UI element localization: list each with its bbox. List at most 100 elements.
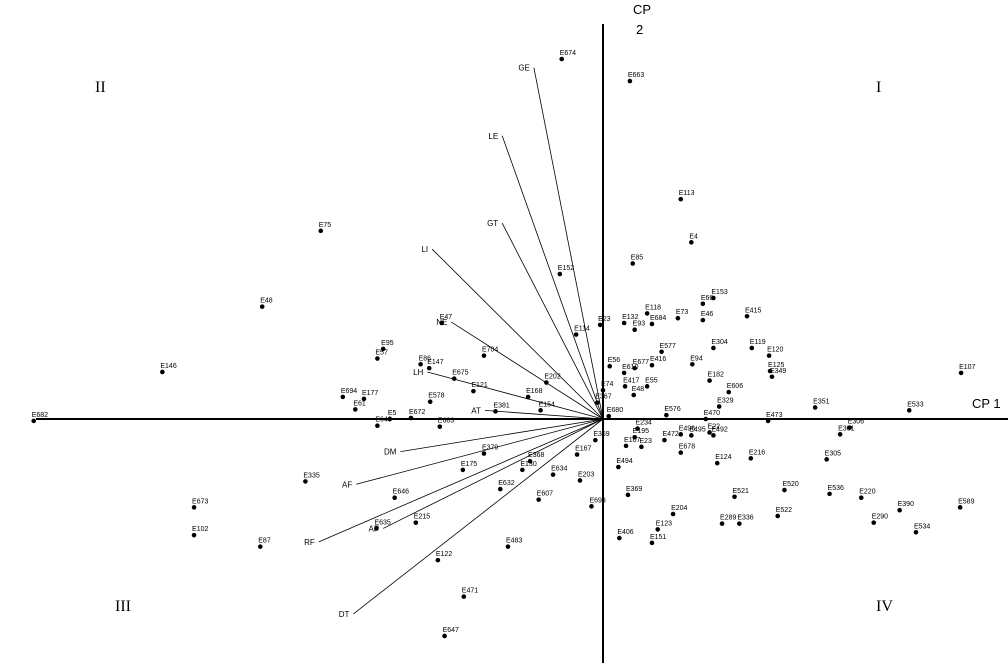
point-label-e47: E47 [440, 314, 453, 321]
point-label-e520: E520 [782, 481, 798, 488]
point-e368 [527, 458, 533, 464]
point-label-e56: E56 [608, 357, 621, 364]
point-label-e634: E634 [551, 466, 567, 473]
point-e220 [858, 495, 864, 501]
point-e94 [689, 361, 695, 367]
point-label-e234: E234 [636, 420, 652, 427]
point-e86 [418, 361, 423, 367]
point-label-e86: E86 [419, 355, 432, 362]
point-e167 [574, 452, 580, 457]
point-label-e66: E66 [701, 295, 714, 302]
point-label-e85: E85 [631, 254, 644, 261]
point-e381 [493, 409, 498, 414]
point-e289 [719, 521, 725, 526]
point-label-e495: E495 [689, 426, 705, 433]
point-label-e57: E57 [375, 350, 388, 357]
point-label-e704: E704 [482, 347, 498, 354]
point-label-e335: E335 [303, 472, 319, 479]
point-label-e305: E305 [825, 450, 841, 457]
point-e472 [662, 437, 667, 443]
point-e153 [711, 295, 716, 301]
point-label-e632: E632 [498, 480, 514, 487]
point-label-e646: E646 [393, 489, 409, 496]
point-label-e132: E132 [622, 314, 638, 321]
point-label-e154: E154 [539, 401, 555, 408]
point-e152 [557, 271, 563, 277]
point-e492 [711, 433, 716, 438]
point-e351 [812, 405, 818, 410]
point-e125 [767, 368, 773, 374]
point-e66 [700, 301, 706, 307]
point-e93 [632, 327, 637, 333]
point-label-e153: E153 [711, 289, 727, 296]
point-e610 [621, 370, 627, 376]
point-label-e492: E492 [711, 426, 727, 433]
point-label-e473: E473 [766, 412, 782, 419]
point-label-e290: E290 [872, 514, 888, 521]
point-label-e521: E521 [733, 488, 749, 495]
point-label-e55: E55 [645, 377, 658, 384]
point-label-e122: E122 [436, 551, 452, 558]
point-label-e576: E576 [664, 406, 680, 413]
point-e678 [678, 450, 684, 455]
point-label-e483: E483 [506, 538, 522, 545]
point-label-e349: E349 [770, 368, 786, 375]
point-label-e74: E74 [601, 381, 614, 388]
point-e533 [906, 408, 912, 413]
vector-dt [353, 418, 604, 615]
point-label-e577: E577 [660, 343, 676, 350]
point-label-e471: E471 [462, 588, 478, 595]
point-label-e121: E121 [471, 382, 487, 389]
point-label-e368: E368 [528, 452, 544, 459]
point-label-e416: E416 [650, 356, 666, 363]
point-e22 [707, 430, 712, 435]
point-label-e95: E95 [381, 340, 394, 347]
point-label-e4: E4 [689, 233, 698, 240]
point-label-e649: E649 [375, 417, 391, 424]
point-e56 [607, 363, 613, 369]
point-e301 [837, 432, 843, 437]
point-e534 [913, 529, 919, 535]
point-label-e93: E93 [633, 321, 646, 328]
point-label-e674: E674 [560, 50, 576, 57]
point-label-e680: E680 [607, 407, 623, 414]
point-e120 [766, 353, 772, 358]
point-label-e677: E677 [633, 359, 649, 366]
point-e416 [649, 362, 655, 368]
point-label-e406: E406 [617, 529, 633, 536]
point-e87 [257, 544, 263, 549]
point-e215 [413, 520, 419, 525]
point-label-e607: E607 [537, 491, 553, 498]
point-e367 [594, 400, 600, 405]
vector-li [431, 248, 604, 420]
point-e704 [481, 353, 487, 358]
point-label-e635: E635 [374, 519, 390, 526]
point-e349 [769, 374, 775, 380]
point-e369b [593, 437, 598, 443]
point-e305 [824, 457, 829, 462]
point-e46 [700, 317, 706, 323]
point-label-e87: E87 [258, 538, 271, 545]
point-label-e472: E472 [662, 431, 678, 438]
point-label-e203: E203 [578, 471, 594, 478]
point-e682 [31, 418, 37, 424]
point-label-e417: E417 [623, 377, 639, 384]
point-e471 [461, 594, 467, 599]
point-e495 [689, 433, 694, 438]
point-e121 [471, 388, 476, 394]
point-label-e684: E684 [650, 315, 666, 322]
point-label-e22: E22 [708, 423, 721, 430]
point-label-e204: E204 [671, 505, 687, 512]
point-e151 [649, 540, 655, 546]
point-e48b [631, 392, 637, 398]
point-label-e578: E578 [428, 393, 444, 400]
point-label-e215: E215 [414, 514, 430, 521]
point-label-e23b: E23 [639, 438, 652, 445]
point-label-e152: E152 [558, 265, 574, 272]
point-label-e606: E606 [727, 383, 743, 390]
point-e632 [497, 486, 503, 492]
point-e536 [827, 491, 832, 497]
point-label-e672: E672 [409, 409, 425, 416]
point-e577 [659, 349, 664, 355]
point-label-e589: E589 [958, 498, 974, 505]
